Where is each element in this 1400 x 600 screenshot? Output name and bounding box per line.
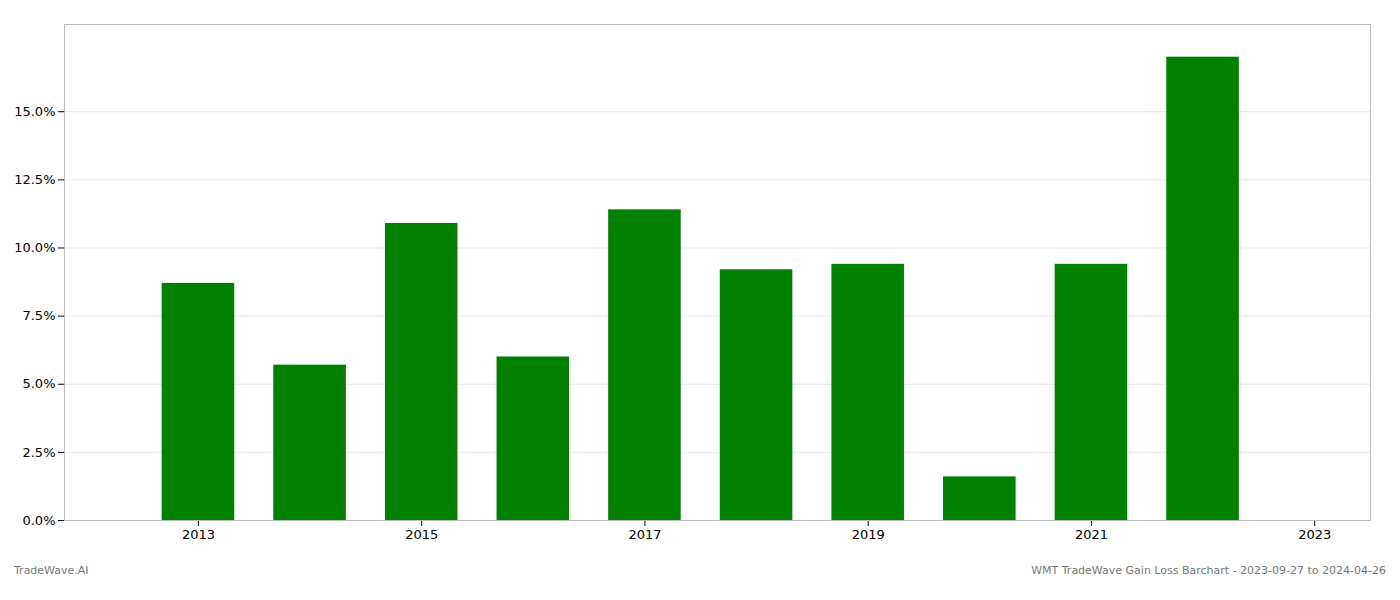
svg-text:12.5%: 12.5% (14, 172, 55, 187)
svg-text:7.5%: 7.5% (22, 308, 55, 323)
html-text:TradeWave.AI: TradeWave.AI (14, 564, 89, 577)
svg-text:2023: 2023 (1298, 527, 1331, 542)
svg-text:0.0%: 0.0% (22, 513, 55, 528)
svg-text:5.0%: 5.0% (22, 376, 55, 391)
svg-text:2021: 2021 (1075, 527, 1108, 542)
svg-text:15.0%: 15.0% (14, 104, 55, 119)
svg-text:2019: 2019 (852, 527, 885, 542)
svg-text:2017: 2017 (628, 527, 661, 542)
svg-text:2015: 2015 (405, 527, 438, 542)
svg-text:10.0%: 10.0% (14, 240, 55, 255)
html-text:WMT TradeWave Gain Loss Barcha: WMT TradeWave Gain Loss Barchart - 2023-… (1031, 564, 1386, 577)
svg-text:2.5%: 2.5% (22, 445, 55, 460)
svg-text:2013: 2013 (182, 527, 215, 542)
